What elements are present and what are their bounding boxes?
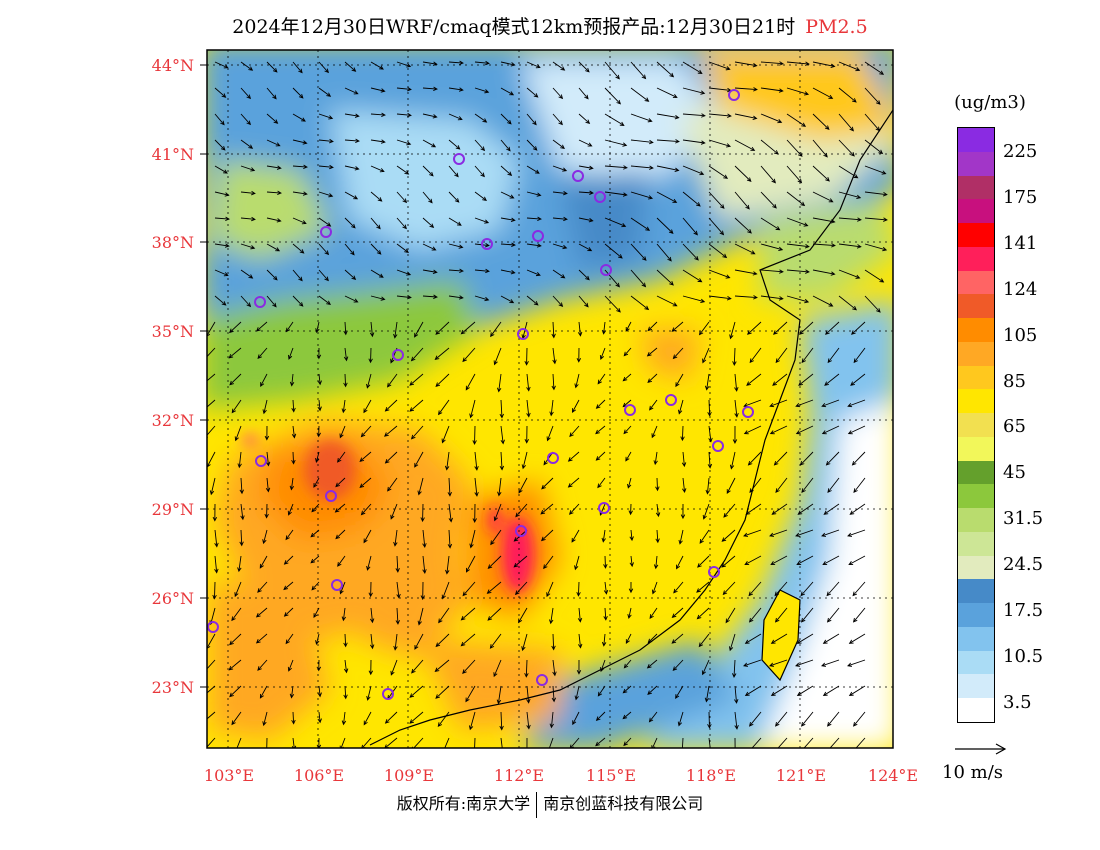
wind-reference-label: 10 m/s bbox=[942, 762, 1003, 783]
legend-swatch bbox=[958, 531, 994, 557]
legend-label-3-5: 3.5 bbox=[1003, 692, 1032, 713]
colorbar-legend bbox=[957, 127, 995, 723]
legend-swatch bbox=[958, 246, 994, 272]
lat-label-44: 44°N bbox=[151, 56, 194, 75]
wind-vectors bbox=[207, 60, 888, 748]
wind-reference-arrow bbox=[955, 743, 1007, 755]
map-frame bbox=[206, 49, 894, 749]
legend-swatch bbox=[958, 270, 994, 295]
legend-swatch bbox=[958, 674, 994, 699]
legend-swatch bbox=[958, 318, 994, 343]
map-title: 2024年12月30日WRF/cmaq模式12km预报产品:12月30日21时 P… bbox=[0, 12, 1100, 39]
lat-label-41: 41°N bbox=[151, 145, 194, 164]
legend-swatch bbox=[958, 199, 994, 224]
legend-label-65: 65 bbox=[1003, 416, 1026, 437]
legend-unit: (ug/m3) bbox=[954, 92, 1026, 113]
legend-swatch bbox=[958, 555, 994, 580]
legend-swatch bbox=[958, 294, 994, 319]
pollution-field bbox=[207, 50, 893, 748]
lat-label-32: 32°N bbox=[151, 411, 194, 430]
legend-label-45: 45 bbox=[1003, 462, 1026, 483]
legend-swatch bbox=[958, 508, 994, 533]
lon-label-121: 121°E bbox=[775, 766, 827, 785]
legend-label-141: 141 bbox=[1003, 233, 1038, 254]
pollution-hotspots bbox=[242, 434, 534, 593]
legend-swatch bbox=[958, 484, 994, 509]
legend-label-10-5: 10.5 bbox=[1003, 646, 1044, 667]
coastline bbox=[369, 109, 893, 746]
legend-label-24-5: 24.5 bbox=[1003, 554, 1044, 575]
legend-swatch bbox=[958, 175, 994, 200]
legend-swatch bbox=[958, 698, 994, 723]
copyright-separator bbox=[536, 791, 538, 818]
axis-ticks bbox=[200, 64, 207, 688]
lon-label-109: 109°E bbox=[383, 766, 435, 785]
legend-label-124: 124 bbox=[1003, 279, 1038, 300]
legend-swatch bbox=[958, 389, 994, 414]
legend-label-85: 85 bbox=[1003, 371, 1026, 392]
lat-label-35: 35°N bbox=[151, 322, 194, 341]
city-markers bbox=[207, 89, 754, 700]
legend-swatch bbox=[958, 151, 994, 176]
map-plot-area bbox=[207, 50, 893, 748]
lon-label-106: 106°E bbox=[293, 766, 345, 785]
copyright-right: 南京创蓝科技有限公司 bbox=[543, 794, 704, 813]
graticule bbox=[207, 50, 893, 748]
lon-label-103: 103°E bbox=[203, 766, 255, 785]
lat-label-26: 26°N bbox=[151, 589, 194, 608]
lat-label-38: 38°N bbox=[151, 233, 194, 252]
legend-label-225: 225 bbox=[1003, 141, 1038, 162]
legend-swatch bbox=[958, 223, 994, 248]
lon-label-115: 115°E bbox=[585, 766, 637, 785]
title-product: PM2.5 bbox=[805, 16, 868, 38]
legend-swatch bbox=[958, 365, 994, 390]
legend-swatch bbox=[958, 413, 994, 438]
lon-label-118: 118°E bbox=[685, 766, 737, 785]
lon-label-124: 124°E bbox=[867, 766, 919, 785]
legend-swatch bbox=[958, 341, 994, 367]
legend-swatch bbox=[958, 436, 994, 462]
legend-swatch bbox=[958, 650, 994, 675]
lon-label-112: 112°E bbox=[493, 766, 545, 785]
title-main: 2024年12月30日WRF/cmaq模式12km预报产品:12月30日21时 bbox=[232, 16, 796, 38]
legend-label-175: 175 bbox=[1003, 187, 1038, 208]
lat-label-23: 23°N bbox=[151, 678, 194, 697]
legend-swatch bbox=[958, 128, 994, 153]
legend-label-31-5: 31.5 bbox=[1003, 508, 1044, 529]
legend-swatch bbox=[958, 626, 994, 652]
lat-label-29: 29°N bbox=[151, 500, 194, 519]
legend-label-17-5: 17.5 bbox=[1003, 600, 1044, 621]
legend-swatch bbox=[958, 579, 994, 604]
taiwan-island bbox=[761, 589, 801, 682]
copyright-left: 版权所有:南京大学 bbox=[396, 794, 531, 813]
legend-label-105: 105 bbox=[1003, 325, 1038, 346]
legend-swatch bbox=[958, 460, 994, 485]
copyright-footer: 版权所有:南京大学 南京创蓝科技有限公司 bbox=[0, 790, 1100, 818]
legend-swatch bbox=[958, 603, 994, 628]
